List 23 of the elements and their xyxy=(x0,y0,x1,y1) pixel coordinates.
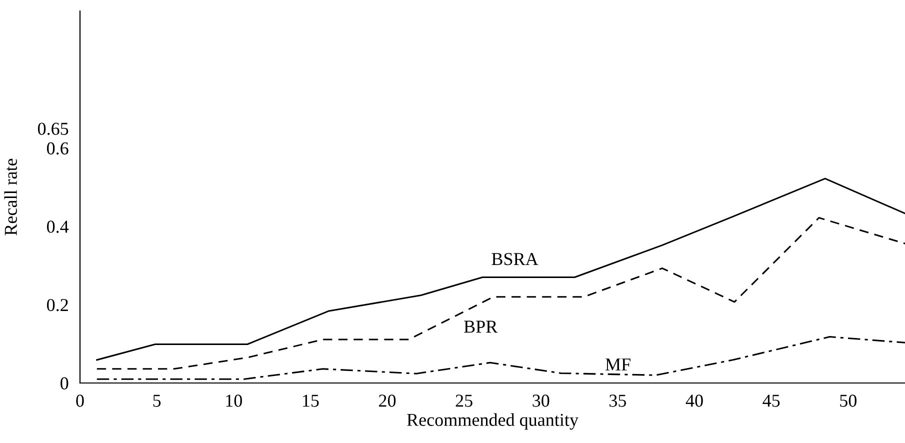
x-tick-label: 10 xyxy=(226,394,242,407)
x-tick-label: 35 xyxy=(610,394,626,407)
y-tick-label: 0.4 xyxy=(47,220,69,233)
x-tick-label: 15 xyxy=(303,394,319,407)
x-tick-label: 45 xyxy=(762,394,780,407)
series-label: MF xyxy=(605,358,630,370)
x-tick-label: 5 xyxy=(153,394,161,407)
series-label: BPR xyxy=(464,320,498,333)
line-series xyxy=(96,336,905,380)
x-tick-label: 0 xyxy=(76,394,84,407)
y-tick-label: 0.65 xyxy=(38,122,68,135)
y-tick-label: 0 xyxy=(60,377,68,390)
series-label: BSRA xyxy=(492,252,538,266)
line-series xyxy=(96,216,905,370)
x-tick-label: 25 xyxy=(456,394,472,407)
y-tick-label: 0.2 xyxy=(47,298,68,312)
x-tick-label: 30 xyxy=(532,394,550,407)
y-axis-title: Recall rate xyxy=(4,158,17,236)
x-tick-label: 20 xyxy=(379,394,396,407)
x-tick-label: 40 xyxy=(686,394,703,407)
x-tick-label: 50 xyxy=(840,394,856,407)
y-tick-label: 0.6 xyxy=(47,142,68,155)
x-axis-title: Recommended quantity xyxy=(407,413,578,430)
